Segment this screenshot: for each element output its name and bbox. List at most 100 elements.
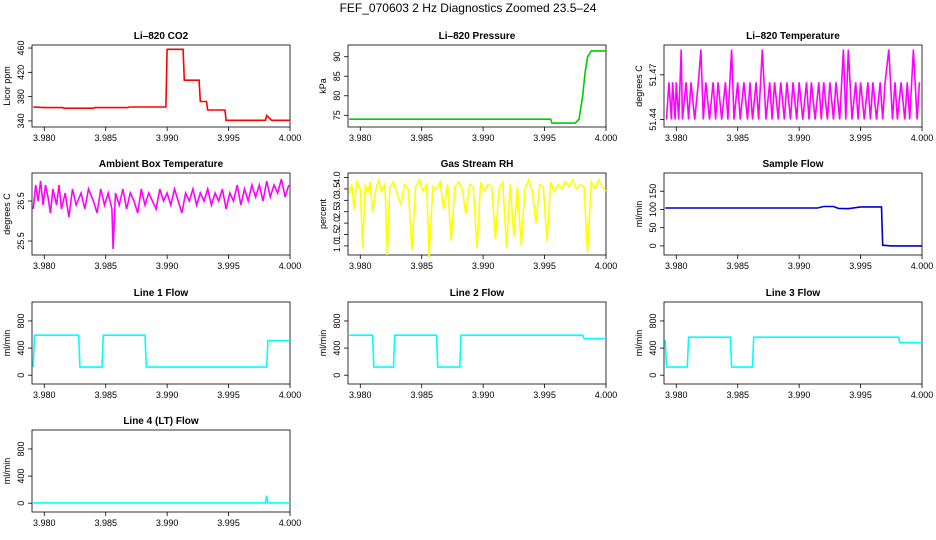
x-tick-label: 3.980	[349, 390, 372, 400]
y-tick-label: 400	[332, 341, 342, 356]
x-tick-label: 3.990	[156, 261, 179, 271]
plot-frame	[663, 172, 923, 256]
y-tick-label: 3.0	[332, 194, 342, 207]
panel-9: Line 3 Flow ml/min 3.980 3.985 3.990 3.995 4.0…	[634, 288, 933, 400]
x-tick-label: 3.990	[472, 133, 495, 143]
x-tick-label: 3.995	[217, 261, 240, 271]
x-tick-label: 3.995	[533, 133, 556, 143]
x-tick-label: 3.990	[472, 261, 495, 271]
series-line	[32, 334, 290, 368]
x-tick-label: 4.000	[279, 261, 302, 271]
y-tick-label: 420	[16, 65, 26, 80]
x-tick-label: 3.990	[472, 390, 495, 400]
y-tick-label: 0	[648, 243, 658, 248]
y-tick-label: 3.5	[332, 183, 342, 196]
series-line	[348, 176, 607, 258]
y-axis-label: ml/min	[634, 330, 644, 357]
x-tick-label: 4.000	[911, 390, 934, 400]
y-axis-label: percent	[318, 198, 328, 229]
x-tick-label: 3.985	[726, 390, 749, 400]
y-tick-label: 85	[332, 71, 342, 81]
x-tick-label: 3.990	[788, 390, 811, 400]
y-tick-label: 2.0	[332, 217, 342, 230]
x-tick-label: 3.995	[217, 133, 240, 143]
y-tick-label: 340	[16, 113, 26, 128]
x-tick-label: 3.995	[217, 518, 240, 528]
y-tick-label: 50	[648, 223, 658, 233]
y-tick-label: 800	[16, 313, 26, 328]
y-tick-label: 2.5	[332, 205, 342, 218]
x-tick-label: 3.990	[788, 261, 811, 271]
panel-title: Li–820 CO2	[134, 31, 189, 42]
y-tick-label: 0	[16, 501, 26, 506]
y-axis-label: kPa	[318, 78, 328, 94]
plot-frame	[663, 44, 923, 128]
series-line	[33, 495, 290, 504]
series-line	[349, 50, 606, 124]
panel-title: Li–820 Pressure	[439, 31, 516, 42]
y-tick-label: 400	[648, 341, 658, 356]
x-tick-label: 4.000	[911, 261, 934, 271]
plot-frame	[31, 44, 291, 128]
panel-4: Ambient Box Temperature degrees C 3.980 3.9…	[2, 159, 301, 271]
x-tick-label: 3.990	[156, 390, 179, 400]
plot-frame	[663, 301, 923, 385]
x-tick-label: 3.980	[33, 518, 56, 528]
y-tick-label: 0	[648, 373, 658, 378]
x-tick-label: 3.990	[156, 133, 179, 143]
x-tick-label: 3.985	[410, 261, 433, 271]
x-tick-label: 3.980	[349, 261, 372, 271]
series-line	[664, 336, 922, 368]
panel-5: Gas Stream RH percent 3.980 3.985 3.990 3.995…	[318, 159, 617, 271]
x-tick-label: 4.000	[595, 133, 618, 143]
y-tick-label: 380	[16, 89, 26, 104]
x-tick-label: 3.980	[665, 261, 688, 271]
plot-frame	[31, 172, 291, 256]
panel-1: Li–820 CO2 Licor ppm 3.980 3.985 3.990 3.995 4…	[2, 31, 301, 143]
y-axis-label: degrees C	[634, 65, 644, 107]
panel-title: Sample Flow	[762, 159, 823, 170]
panel-title: Line 1 Flow	[134, 288, 189, 299]
y-tick-label: 80	[332, 91, 342, 101]
panel-title: Line 2 Flow	[450, 288, 505, 299]
y-tick-label: 25.5	[16, 232, 26, 250]
x-tick-label: 3.995	[849, 133, 872, 143]
x-tick-label: 4.000	[911, 133, 934, 143]
series-line	[33, 48, 290, 122]
x-tick-label: 3.980	[665, 133, 688, 143]
y-axis-label: ml/min	[2, 458, 12, 485]
x-tick-label: 4.000	[595, 261, 618, 271]
y-axis-label: ml/min	[318, 330, 328, 357]
x-tick-label: 4.000	[279, 390, 302, 400]
y-tick-label: 51.44	[648, 108, 658, 131]
panel-10: Line 4 (LT) Flow ml/min 3.980 3.985 3.990 3.9…	[2, 416, 301, 528]
series-line	[32, 178, 290, 250]
series-line	[665, 205, 922, 247]
y-tick-label: 26.5	[16, 192, 26, 210]
x-tick-label: 3.980	[349, 133, 372, 143]
plot-frame	[347, 172, 607, 256]
x-tick-label: 3.995	[849, 261, 872, 271]
x-tick-label: 3.995	[533, 261, 556, 271]
y-axis-label: degrees C	[2, 193, 12, 235]
panel-title: Ambient Box Temperature	[99, 159, 224, 170]
y-tick-label: 800	[648, 313, 658, 328]
x-tick-label: 4.000	[595, 390, 618, 400]
panel-8: Line 2 Flow ml/min 3.980 3.985 3.990 3.995 4.0…	[318, 288, 617, 400]
y-tick-label: 800	[16, 441, 26, 456]
plot-frame	[31, 301, 291, 385]
y-tick-label: 1.0	[332, 240, 342, 253]
panel-6: Sample Flow ml/min 3.980 3.985 3.990 3.995 4.0…	[634, 159, 933, 271]
x-tick-label: 3.995	[217, 390, 240, 400]
x-tick-label: 3.985	[94, 133, 117, 143]
x-tick-label: 3.985	[94, 390, 117, 400]
x-tick-label: 3.985	[726, 261, 749, 271]
y-axis-label: ml/min	[634, 201, 644, 228]
x-tick-label: 3.985	[94, 261, 117, 271]
y-tick-label: 150	[648, 184, 658, 199]
y-tick-label: 400	[16, 341, 26, 356]
y-tick-label: 75	[332, 110, 342, 120]
panel-title: Li–820 Temperature	[746, 31, 840, 42]
x-tick-label: 3.985	[410, 133, 433, 143]
panel-3: Li–820 Temperature degrees C 3.980 3.985 3.9…	[634, 31, 933, 143]
